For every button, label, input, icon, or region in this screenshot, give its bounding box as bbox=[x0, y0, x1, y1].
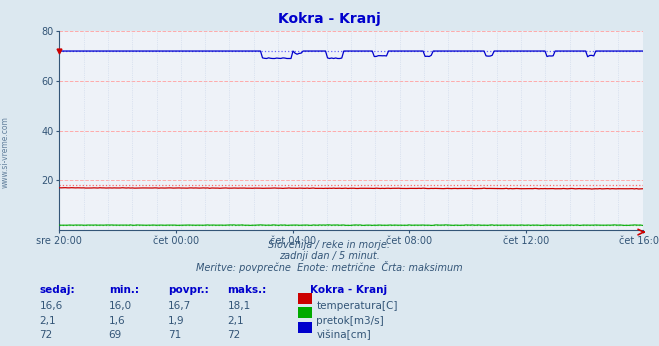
Text: maks.:: maks.: bbox=[227, 285, 267, 295]
Text: www.si-vreme.com: www.si-vreme.com bbox=[1, 116, 10, 188]
Text: 16,6: 16,6 bbox=[40, 301, 63, 311]
Text: višina[cm]: višina[cm] bbox=[316, 330, 371, 340]
Text: 72: 72 bbox=[227, 330, 241, 340]
Text: 71: 71 bbox=[168, 330, 181, 340]
Text: 69: 69 bbox=[109, 330, 122, 340]
Text: sedaj:: sedaj: bbox=[40, 285, 75, 295]
Text: 2,1: 2,1 bbox=[227, 316, 244, 326]
Text: 18,1: 18,1 bbox=[227, 301, 250, 311]
Text: 16,0: 16,0 bbox=[109, 301, 132, 311]
Text: povpr.:: povpr.: bbox=[168, 285, 209, 295]
Text: Kokra - Kranj: Kokra - Kranj bbox=[278, 12, 381, 26]
Text: temperatura[C]: temperatura[C] bbox=[316, 301, 398, 311]
Text: zadnji dan / 5 minut.: zadnji dan / 5 minut. bbox=[279, 251, 380, 261]
Text: 2,1: 2,1 bbox=[40, 316, 56, 326]
Text: Meritve: povprečne  Enote: metrične  Črta: maksimum: Meritve: povprečne Enote: metrične Črta:… bbox=[196, 261, 463, 273]
Text: 16,7: 16,7 bbox=[168, 301, 191, 311]
Text: min.:: min.: bbox=[109, 285, 139, 295]
Text: Slovenija / reke in morje.: Slovenija / reke in morje. bbox=[268, 240, 391, 251]
Text: pretok[m3/s]: pretok[m3/s] bbox=[316, 316, 384, 326]
Text: 1,9: 1,9 bbox=[168, 316, 185, 326]
Text: 72: 72 bbox=[40, 330, 53, 340]
Text: Kokra - Kranj: Kokra - Kranj bbox=[310, 285, 387, 295]
Text: 1,6: 1,6 bbox=[109, 316, 125, 326]
